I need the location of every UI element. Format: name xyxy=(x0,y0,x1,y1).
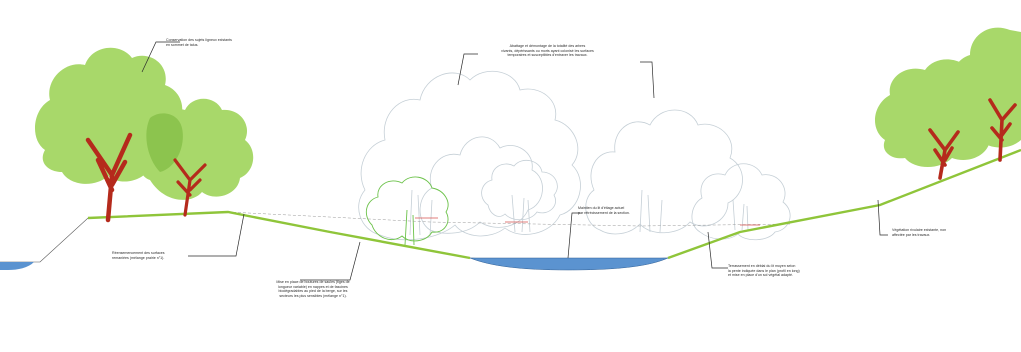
annotation-vegetation-right: Végétation rivulaire existante, non affe… xyxy=(892,228,947,237)
annotation-bank-reshaping: Réensemencement des surfaces remaniées (… xyxy=(112,251,165,260)
water-channel-icon xyxy=(469,257,669,271)
annotation-trench-planting: Mise en place de boutures de saules (tig… xyxy=(276,280,350,298)
existing-tree-outline-icon xyxy=(358,71,791,241)
annotation-reprofiling: Terrassement en déblai du lit moyen selo… xyxy=(728,264,800,278)
annotation-water-flow: Maintien du lit d'étiage actuel par rétr… xyxy=(578,206,630,215)
mature-tree-icon xyxy=(34,47,254,223)
leader-line-icon xyxy=(141,41,888,281)
water-channel-left-icon xyxy=(0,262,34,270)
design-ground-line xyxy=(227,211,791,227)
annotation-trees-left: Conservation des sujets ligneux existant… xyxy=(166,38,232,47)
grass-surface-left xyxy=(87,210,471,260)
mature-tree-right-icon xyxy=(874,27,1021,180)
planting-outline-icon xyxy=(365,176,449,246)
annotation-cleanup-center: Abattage et démontage de la totalité des… xyxy=(501,44,594,58)
grass-surface-right xyxy=(667,148,1021,260)
marker-icon xyxy=(415,217,760,226)
